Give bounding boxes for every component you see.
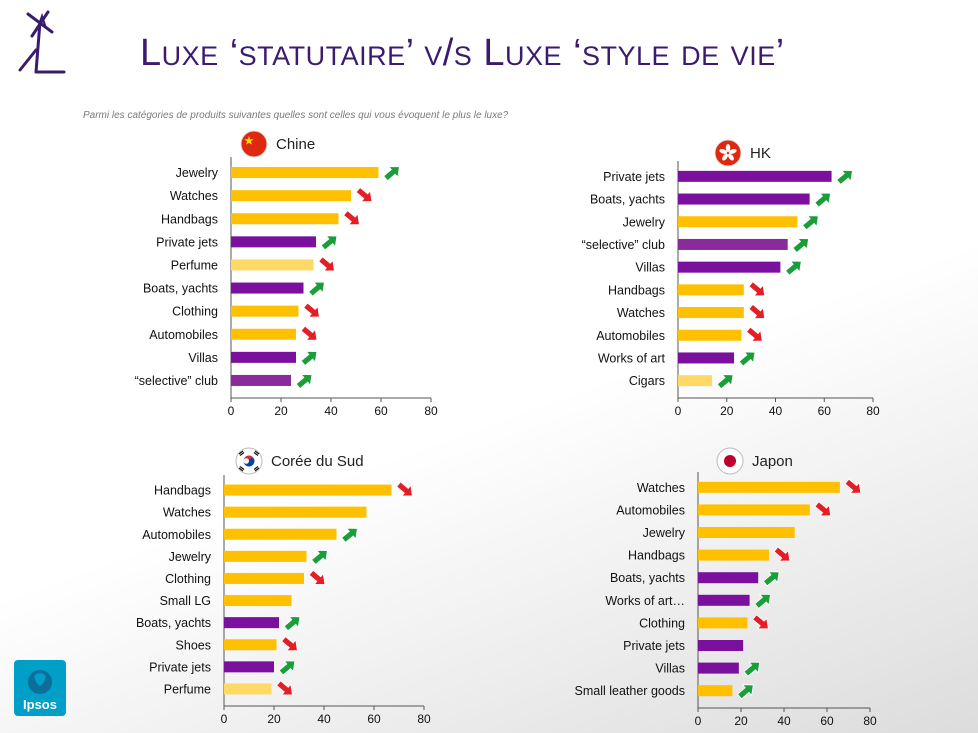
trend-up-arrow-icon bbox=[295, 374, 313, 390]
ipsos-logo-icon: Ipsos bbox=[14, 660, 66, 716]
x-tick-label: 60 bbox=[374, 404, 388, 418]
country-name: Japon bbox=[752, 452, 793, 470]
bar bbox=[231, 282, 304, 294]
bar bbox=[231, 328, 296, 340]
china-header: Chine bbox=[240, 130, 315, 158]
korea-header: Corée du Sud bbox=[235, 447, 364, 475]
trend-up-arrow-icon bbox=[300, 350, 318, 366]
category-label: Villas bbox=[188, 351, 218, 365]
trend-up-arrow-icon bbox=[308, 281, 325, 297]
china-flag-icon bbox=[240, 130, 268, 158]
ipsos-logo-text: Ipsos bbox=[23, 697, 57, 712]
south-korea-flag-icon bbox=[235, 447, 263, 475]
category-label: Private jets bbox=[156, 235, 218, 249]
category-label: “selective” club bbox=[135, 374, 218, 388]
x-tick-label: 20 bbox=[274, 404, 288, 418]
trend-down-arrow-icon bbox=[355, 187, 373, 203]
bar bbox=[231, 351, 296, 363]
trend-down-arrow-icon bbox=[343, 210, 360, 226]
bar bbox=[231, 213, 339, 225]
country-name: HK bbox=[750, 144, 771, 162]
country-name: Chine bbox=[276, 135, 316, 153]
category-label: Jewelry bbox=[176, 166, 219, 180]
bar bbox=[231, 190, 351, 202]
category-label: Clothing bbox=[172, 305, 218, 319]
hong-kong-flag-icon bbox=[714, 139, 742, 167]
trend-up-arrow-icon bbox=[320, 235, 338, 251]
category-label: Automobiles bbox=[149, 328, 218, 342]
category-label: Boats, yachts bbox=[143, 282, 218, 296]
x-tick-label: 40 bbox=[324, 404, 338, 418]
country-name: Corée du Sud bbox=[271, 452, 364, 470]
bar bbox=[231, 167, 379, 179]
trend-up-arrow-icon bbox=[383, 166, 400, 182]
x-tick-label: 0 bbox=[228, 404, 235, 418]
trend-down-arrow-icon bbox=[318, 256, 335, 272]
category-label: Perfume bbox=[171, 258, 218, 272]
category-label: Watches bbox=[170, 189, 218, 203]
bar bbox=[231, 259, 314, 271]
bar bbox=[231, 236, 316, 248]
trend-down-arrow-icon bbox=[300, 325, 318, 341]
trend-down-arrow-icon bbox=[303, 302, 320, 318]
hk-header: HK bbox=[714, 139, 771, 167]
survey-question: Parmi les catégories de produits suivant… bbox=[83, 110, 509, 121]
page-title: Luxe ‘statutaire’ v/s Luxe ‘style de vie… bbox=[140, 32, 785, 74]
bar bbox=[231, 305, 299, 317]
category-label: Handbags bbox=[161, 212, 218, 226]
luxury-logo-icon bbox=[18, 10, 66, 74]
bar bbox=[231, 374, 291, 386]
japan-header: Japon bbox=[716, 447, 793, 475]
japan-flag-icon bbox=[716, 447, 744, 475]
x-tick-label: 80 bbox=[424, 404, 438, 418]
